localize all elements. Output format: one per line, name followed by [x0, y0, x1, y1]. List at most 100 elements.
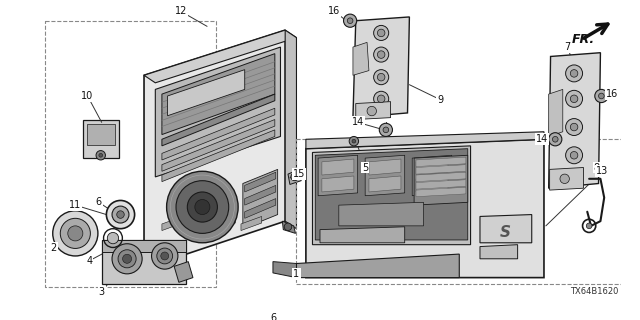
Polygon shape: [188, 216, 209, 231]
Polygon shape: [316, 149, 468, 240]
Polygon shape: [416, 176, 448, 192]
Circle shape: [378, 51, 385, 58]
Polygon shape: [273, 262, 296, 278]
Circle shape: [188, 192, 218, 222]
Polygon shape: [244, 185, 276, 205]
Polygon shape: [282, 221, 296, 233]
Circle shape: [157, 248, 173, 264]
Circle shape: [374, 47, 388, 62]
Text: 5: 5: [362, 163, 368, 172]
Polygon shape: [86, 124, 115, 145]
Polygon shape: [416, 159, 448, 175]
Polygon shape: [162, 94, 275, 146]
Polygon shape: [162, 108, 275, 160]
Circle shape: [349, 136, 358, 146]
Polygon shape: [162, 54, 275, 135]
Text: 9: 9: [437, 95, 444, 105]
Circle shape: [99, 153, 102, 157]
Circle shape: [112, 244, 142, 274]
Circle shape: [161, 252, 169, 260]
Text: 16: 16: [328, 6, 340, 16]
Circle shape: [374, 91, 388, 106]
Polygon shape: [356, 102, 390, 119]
Polygon shape: [285, 30, 296, 229]
Circle shape: [566, 147, 582, 164]
Polygon shape: [369, 176, 401, 192]
Circle shape: [383, 127, 388, 133]
Circle shape: [566, 65, 582, 82]
Text: 8: 8: [594, 163, 600, 172]
Polygon shape: [244, 172, 276, 192]
Circle shape: [552, 136, 558, 142]
Text: 15: 15: [293, 169, 305, 179]
Text: 10: 10: [81, 91, 93, 101]
Circle shape: [118, 250, 136, 268]
Circle shape: [68, 226, 83, 241]
Text: 12: 12: [175, 6, 187, 16]
Circle shape: [152, 243, 178, 269]
Polygon shape: [416, 180, 466, 189]
Circle shape: [52, 211, 98, 256]
Text: 3: 3: [99, 287, 105, 297]
Polygon shape: [548, 53, 600, 188]
Polygon shape: [288, 169, 301, 184]
Polygon shape: [306, 139, 544, 278]
Circle shape: [123, 254, 132, 263]
Circle shape: [348, 18, 353, 24]
Circle shape: [595, 89, 608, 103]
Polygon shape: [162, 130, 275, 182]
Polygon shape: [214, 216, 236, 231]
Circle shape: [195, 199, 210, 215]
Polygon shape: [296, 254, 460, 278]
Circle shape: [570, 151, 578, 159]
Circle shape: [60, 218, 90, 248]
Polygon shape: [144, 30, 285, 268]
Text: 6: 6: [96, 197, 102, 207]
Text: 11: 11: [69, 200, 81, 210]
Polygon shape: [414, 155, 468, 205]
Polygon shape: [416, 157, 466, 167]
Polygon shape: [369, 159, 401, 175]
Circle shape: [374, 25, 388, 40]
Polygon shape: [162, 119, 275, 171]
Polygon shape: [416, 187, 466, 197]
Polygon shape: [244, 199, 276, 218]
Polygon shape: [318, 155, 358, 196]
Circle shape: [112, 206, 129, 223]
Polygon shape: [416, 165, 466, 174]
Circle shape: [116, 211, 124, 218]
Polygon shape: [412, 155, 452, 196]
Circle shape: [106, 200, 134, 229]
Circle shape: [108, 232, 118, 244]
Circle shape: [560, 174, 570, 183]
Polygon shape: [306, 132, 544, 149]
Text: 6: 6: [270, 313, 276, 320]
Circle shape: [570, 123, 578, 131]
Polygon shape: [322, 176, 354, 192]
Polygon shape: [480, 245, 518, 259]
Polygon shape: [322, 159, 354, 175]
Circle shape: [586, 223, 592, 229]
Polygon shape: [548, 89, 563, 136]
Polygon shape: [353, 17, 410, 118]
Text: 7: 7: [564, 42, 571, 52]
Circle shape: [566, 90, 582, 107]
Circle shape: [166, 171, 238, 243]
Polygon shape: [243, 169, 278, 229]
Polygon shape: [83, 120, 118, 158]
Polygon shape: [365, 155, 404, 196]
Polygon shape: [144, 30, 296, 83]
Text: 1: 1: [293, 269, 300, 279]
Circle shape: [570, 70, 578, 77]
Text: 14: 14: [351, 117, 364, 127]
Circle shape: [570, 95, 578, 103]
Polygon shape: [353, 42, 369, 75]
Polygon shape: [320, 227, 404, 243]
Text: FR.: FR.: [572, 33, 595, 46]
Circle shape: [378, 29, 385, 37]
Text: S: S: [500, 225, 511, 240]
Circle shape: [344, 14, 356, 27]
Polygon shape: [339, 202, 424, 226]
Circle shape: [380, 123, 392, 136]
Text: 16: 16: [605, 89, 618, 99]
